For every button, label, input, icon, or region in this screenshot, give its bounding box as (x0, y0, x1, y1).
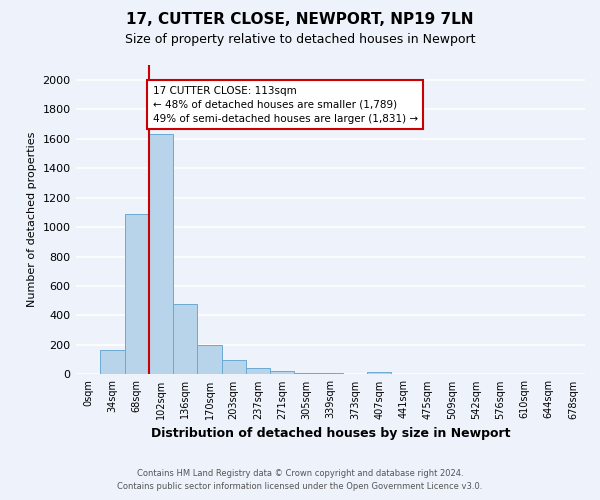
Bar (319, 373, 343, 374)
Bar (125, 214, 149, 374)
Bar (173, 304, 197, 374)
Bar (197, 345, 221, 374)
Bar (221, 360, 246, 374)
Bar (294, 373, 319, 374)
Text: Size of property relative to detached houses in Newport: Size of property relative to detached ho… (125, 32, 475, 46)
X-axis label: Distribution of detached houses by size in Newport: Distribution of detached houses by size … (151, 427, 511, 440)
Bar (149, 134, 173, 374)
Text: 17, CUTTER CLOSE, NEWPORT, NP19 7LN: 17, CUTTER CLOSE, NEWPORT, NP19 7LN (126, 12, 474, 28)
Bar (246, 368, 270, 374)
Text: 17 CUTTER CLOSE: 113sqm
← 48% of detached houses are smaller (1,789)
49% of semi: 17 CUTTER CLOSE: 113sqm ← 48% of detache… (152, 86, 418, 124)
Y-axis label: Number of detached properties: Number of detached properties (27, 132, 37, 308)
Bar (100, 350, 125, 374)
Bar (367, 372, 391, 374)
Bar (270, 372, 294, 374)
Text: Contains HM Land Registry data © Crown copyright and database right 2024.
Contai: Contains HM Land Registry data © Crown c… (118, 470, 482, 491)
